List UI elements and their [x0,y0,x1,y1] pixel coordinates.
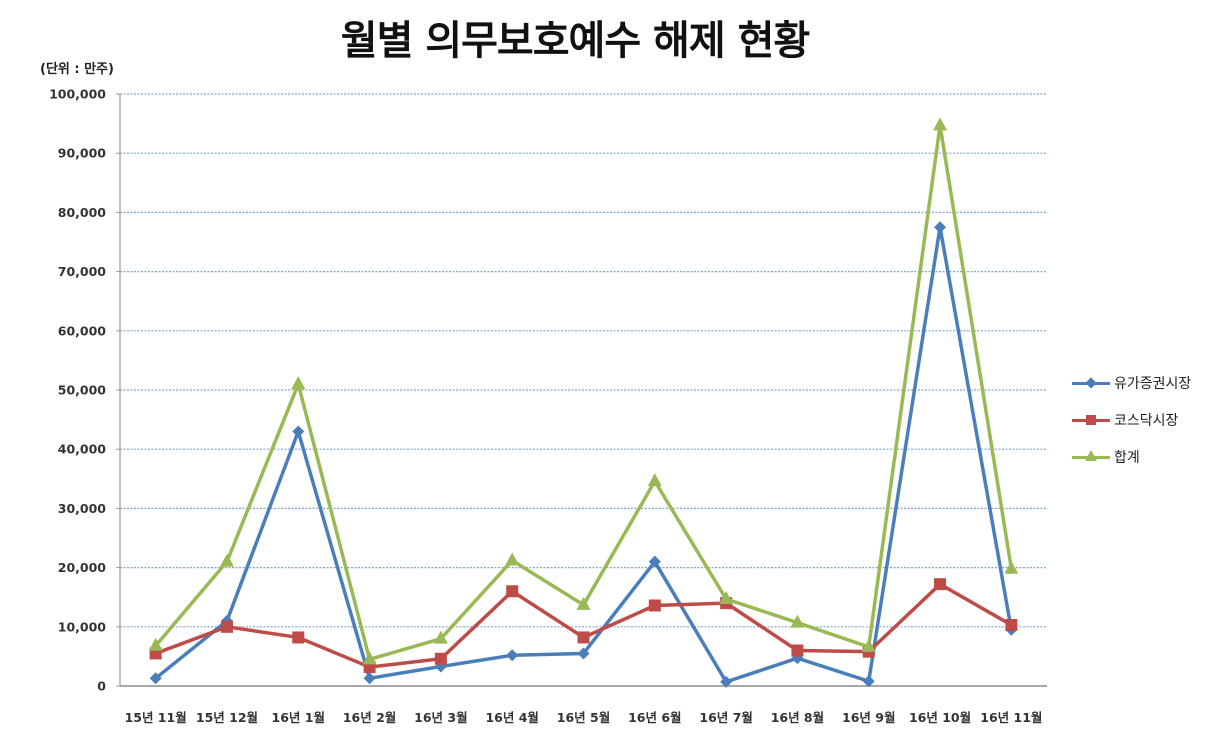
y-tick-label: 30,000 [58,501,107,516]
diamond-marker [506,649,519,662]
triangle-marker [861,638,876,652]
square-marker [791,644,804,657]
square-legend-icon [1072,412,1110,428]
x-tick-label: 16년 2월 [343,710,396,725]
triangle-marker [433,630,448,644]
x-tick-label: 16년 3월 [414,710,467,725]
square-marker [577,631,590,644]
x-tick-label: 16년 1월 [272,710,325,725]
series-lines [148,117,1019,688]
square-marker [220,620,233,633]
series-triangle [148,117,1019,665]
x-tick-label: 15년 12월 [196,710,258,725]
diamond-marker [934,221,947,234]
diamond-legend-icon [1072,375,1110,391]
triangle-marker [719,590,734,604]
diamond-marker [577,647,590,660]
square-marker [934,578,947,591]
y-tick-label: 90,000 [58,146,107,161]
legend-label: 코스닥시장 [1114,412,1179,429]
y-tick-label: 0 [97,679,106,694]
x-tick-label: 16년 8월 [771,710,824,725]
triangle-marker [576,596,591,610]
square-marker [292,631,305,644]
x-tick-label: 16년 5월 [557,710,610,725]
legend-label: 유가증권시장 [1114,375,1192,392]
y-axis: 0 10,000 20,000 30,000 40,000 50,000 60,000 70,… [49,87,121,694]
triangle-marker [148,637,163,651]
chart-title: 월별 의무보호예수 해제 현황 [340,18,810,64]
triangle-marker [505,552,520,566]
legend-item: 코스닥시장 [1072,401,1191,438]
y-tick-label: 10,000 [58,619,107,634]
diamond-marker [149,672,162,685]
x-tick-label: 16년 9월 [842,710,895,725]
y-tick-label: 50,000 [58,383,107,398]
triangle-legend-icon [1072,449,1110,465]
square-marker [434,652,447,665]
y-tick-label: 40,000 [58,442,107,457]
diamond-marker [720,675,733,688]
triangle-marker [362,651,377,665]
legend-item: 유가증권시장 [1072,364,1191,401]
y-tick-label: 70,000 [58,264,107,279]
x-tick-label: 16년 10월 [909,710,971,725]
x-tick-label: 16년 11월 [980,710,1042,725]
x-tick-label: 16년 7월 [699,710,752,725]
triangle-marker [933,117,948,131]
y-tick-label: 100,000 [49,87,106,102]
x-tick-label: 15년 11월 [125,710,187,725]
diamond-marker [648,555,661,568]
x-tick-label: 16년 4월 [485,710,538,725]
diamond-marker [363,672,376,685]
triangle-marker [647,473,662,487]
gridlines [120,93,1047,628]
y-tick-label: 80,000 [58,205,107,220]
unit-label: (단위 : 만주) [40,62,114,77]
x-axis: 15년 11월 15년 12월 16년 1월 16년 2월 16년 3월 16년 4월 16… [120,685,1047,725]
triangle-marker [790,614,805,628]
triangle-marker [291,376,306,390]
triangle-marker [219,553,234,567]
legend-label: 합계 [1114,449,1140,466]
diamond-marker [862,675,875,688]
square-marker [1005,619,1018,632]
series-diamond [149,221,1018,688]
y-tick-label: 60,000 [58,323,107,338]
legend-item: 합계 [1072,438,1191,475]
x-tick-label: 16년 6월 [628,710,681,725]
square-marker [648,599,661,612]
y-tick-label: 20,000 [58,560,107,575]
triangle-marker [1004,560,1019,574]
square-marker [506,585,519,598]
diamond-marker [292,425,305,438]
series-line [154,225,1014,684]
